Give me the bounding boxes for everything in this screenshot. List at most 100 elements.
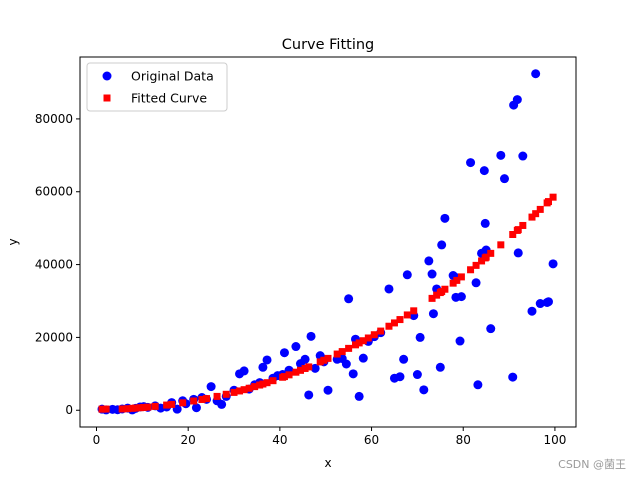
fitted-curve-point [230, 388, 238, 396]
original-data-point [508, 372, 518, 382]
original-data-point [512, 95, 522, 105]
fitted-curve-point [377, 327, 385, 335]
fitted-curve-point [222, 390, 230, 398]
original-data-point [395, 372, 405, 382]
y-tick-label: 20000 [35, 330, 73, 344]
fitted-curve-point [441, 285, 449, 293]
fitted-curve-point [140, 403, 148, 411]
fitted-curve-point [131, 404, 139, 412]
original-data-point [527, 306, 537, 316]
plot-area [80, 57, 576, 427]
fitted-curve-point [305, 363, 313, 371]
original-data-point [531, 69, 541, 79]
original-data-point [513, 248, 523, 258]
fitted-curve-point [198, 395, 206, 403]
original-data-point [535, 299, 545, 309]
original-data-point [424, 256, 434, 266]
fitted-curve-point [236, 387, 244, 395]
x-tick-label: 40 [272, 433, 287, 447]
legend-box [86, 62, 228, 112]
fitted-curve-point [251, 383, 259, 391]
fitted-curve-point [320, 356, 328, 364]
fitted-curve-point [245, 384, 253, 392]
fitted-curve-point [168, 400, 176, 408]
watermark: CSDN @菌王 [558, 458, 626, 471]
fitted-curve-point [364, 334, 372, 342]
x-axis-ticks: 0 20 40 60 80 100 [93, 427, 566, 447]
fitted-curve-point [514, 226, 522, 234]
original-data-point [473, 380, 483, 390]
y-tick-label: 0 [65, 403, 73, 417]
fitted-curve-point [390, 319, 398, 327]
original-data-point [341, 359, 351, 369]
original-data-point [279, 348, 289, 358]
y-tick-label: 40000 [35, 258, 73, 272]
x-axis-label: x [324, 456, 331, 470]
fitted-curve-point [98, 405, 106, 413]
fitted-curve-point [403, 311, 411, 319]
fitted-curve-point [396, 316, 404, 324]
fitted-curve-point [359, 337, 367, 345]
original-data-point [191, 403, 201, 413]
y-tick-label: 60000 [35, 185, 73, 199]
legend-marker-original [102, 71, 112, 81]
fitted-curve-point [453, 276, 461, 284]
original-data-point [437, 240, 447, 250]
series-fitted-curve [98, 193, 557, 413]
original-data-point [306, 331, 316, 341]
original-data-point [415, 332, 425, 342]
original-data-point [300, 354, 310, 364]
fitted-curve-point [370, 331, 378, 339]
fitted-curve-point [324, 354, 332, 362]
original-data-point [258, 362, 268, 372]
fitted-curve-point [292, 368, 300, 376]
fitted-curve-point [352, 341, 360, 349]
original-data-point [323, 385, 333, 395]
fitted-curve-point [487, 249, 495, 257]
fitted-curve-point [482, 253, 490, 261]
fitted-curve-point [190, 397, 198, 405]
fitted-curve-point [345, 344, 353, 352]
original-data-point [499, 174, 509, 184]
fitted-curve-point [457, 273, 465, 281]
legend-label-fitted: Fitted Curve [131, 91, 207, 106]
fitted-curve-point [478, 257, 486, 265]
original-data-point [518, 151, 528, 161]
y-tick-label: 80000 [35, 112, 73, 126]
fitted-curve-point [472, 261, 480, 269]
original-data-point [344, 294, 354, 304]
x-tick-label: 100 [543, 433, 566, 447]
fitted-curve-point [449, 279, 457, 287]
fitted-curve-point [285, 371, 293, 379]
original-data-point [466, 158, 476, 168]
chart-title: Curve Fitting [282, 37, 375, 53]
original-data-point [486, 324, 496, 334]
fitted-curve-point [263, 379, 271, 387]
original-data-point [348, 369, 358, 379]
original-data-point [548, 259, 558, 269]
fitted-curve-point [240, 386, 248, 394]
fitted-curve-point [519, 221, 527, 229]
fitted-curve-point [213, 392, 221, 400]
original-data-point [435, 362, 445, 372]
legend-label-original: Original Data [131, 69, 214, 84]
y-axis-label: y [6, 238, 20, 245]
fitted-curve-point [296, 366, 304, 374]
original-data-point [480, 218, 490, 228]
fitted-curve-point [259, 380, 267, 388]
fitted-curve-point [151, 402, 159, 410]
fitted-curve-point [544, 198, 552, 206]
original-data-point [262, 355, 272, 365]
original-data-point [543, 297, 553, 307]
plot-frame [79, 56, 577, 428]
fitted-curve-point [497, 241, 505, 249]
original-data-point [291, 342, 301, 352]
fitted-curve-point [163, 401, 171, 409]
fitted-curve-point [301, 364, 309, 372]
legend: Original Data Fitted Curve [86, 62, 228, 112]
fitted-curve-point [536, 205, 544, 213]
fitted-curve-point [280, 373, 288, 381]
original-data-point [310, 363, 320, 373]
original-data-point [384, 284, 394, 294]
